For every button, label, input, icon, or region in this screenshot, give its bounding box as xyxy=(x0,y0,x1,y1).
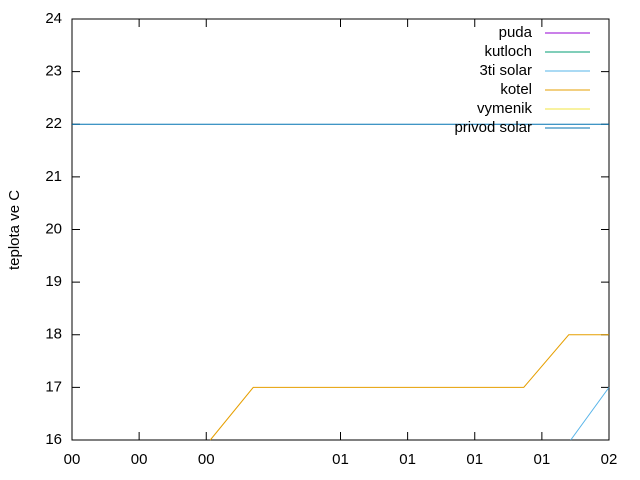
legend-label: privod solar xyxy=(454,119,532,136)
y-tick-label: 17 xyxy=(45,378,62,395)
y-tick-label: 21 xyxy=(45,168,62,185)
legend-label: puda xyxy=(499,24,533,41)
x-tick-label: 01 xyxy=(399,451,416,468)
y-tick-label: 23 xyxy=(45,63,62,80)
x-tick-label: 00 xyxy=(198,451,215,468)
y-axis-label: teplota ve C xyxy=(6,190,23,270)
legend-label: kotel xyxy=(500,81,532,98)
y-tick-label: 18 xyxy=(45,326,62,343)
x-tick-label: 01 xyxy=(332,451,349,468)
series-line xyxy=(570,387,610,441)
x-tick-label: 02 xyxy=(601,451,618,468)
legend-label: 3ti solar xyxy=(479,62,532,79)
x-tick-label: 00 xyxy=(64,451,81,468)
legend-label: kutloch xyxy=(484,43,532,60)
y-tick-label: 24 xyxy=(45,10,62,27)
x-tick-label: 00 xyxy=(131,451,148,468)
x-tick-label: 01 xyxy=(534,451,551,468)
y-tick-label: 16 xyxy=(45,431,62,448)
x-tick-label: 01 xyxy=(466,451,483,468)
y-tick-label: 20 xyxy=(45,220,62,237)
series-line xyxy=(209,334,609,441)
y-tick-label: 19 xyxy=(45,273,62,290)
legend-label: vymenik xyxy=(477,100,533,117)
y-tick-label: 22 xyxy=(45,115,62,132)
